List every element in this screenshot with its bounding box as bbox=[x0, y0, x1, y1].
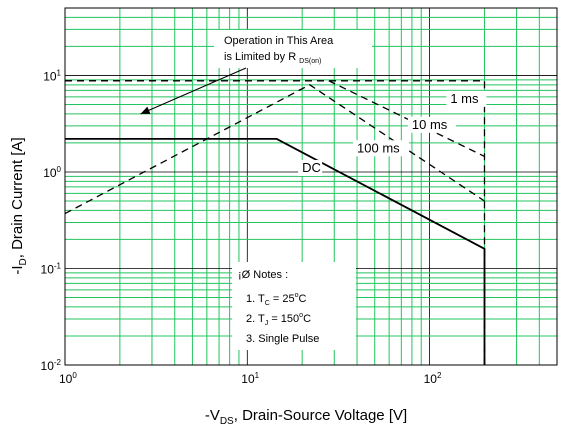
annotation-box bbox=[214, 30, 372, 68]
rdson-annotation: Operation in This Area is Limited by R DS… bbox=[140, 30, 372, 115]
x-tick-label: 102 bbox=[424, 371, 442, 386]
curve-label-background bbox=[407, 116, 456, 133]
annotation-line-1: Operation in This Area bbox=[224, 35, 334, 47]
note-item: 2. TJ = 150oC bbox=[246, 312, 311, 327]
y-tick-label: 100 bbox=[43, 165, 61, 180]
notes-background bbox=[232, 262, 356, 350]
y-tick-label: 10-2 bbox=[41, 358, 62, 373]
soa-curve-10-ms bbox=[328, 80, 485, 157]
curve-label-1-ms: 1 ms bbox=[450, 91, 479, 106]
soa-curve-dc bbox=[65, 137, 486, 365]
notes-title: ¡Ø Notes : bbox=[238, 269, 288, 281]
annotation-arrow bbox=[140, 67, 247, 115]
curve-label-dc: DC bbox=[302, 160, 321, 175]
x-tick-label: 101 bbox=[241, 371, 259, 386]
annotation-line-2: is Limited by R DS(on) bbox=[224, 51, 321, 65]
tick-layer: 100 101 102 10-2 10-1 100 101 bbox=[41, 68, 442, 386]
x-tick-label: 100 bbox=[59, 371, 77, 386]
curve-label-background bbox=[353, 140, 410, 157]
series-layer bbox=[64, 80, 486, 365]
notes-box: ¡Ø Notes : 1. TC = 25oC 2. TJ = 150oC 3. S… bbox=[232, 262, 356, 350]
notes-list: 1. TC = 25oC 2. TJ = 150oC 3. Single Pulse bbox=[246, 292, 319, 345]
note-item: 3. Single Pulse bbox=[246, 333, 319, 345]
y-axis-title: -ID, Drain Current [A] bbox=[9, 137, 29, 274]
x-axis-title: -VDS, Drain-Source Voltage [V] bbox=[205, 407, 407, 427]
plot-border bbox=[64, 7, 558, 366]
plot-frame bbox=[64, 7, 558, 366]
y-tick-label: 10-1 bbox=[41, 261, 62, 276]
curve-label-10-ms: 10 ms bbox=[412, 117, 448, 132]
curve-label-100-ms: 100 ms bbox=[357, 140, 400, 155]
y-tick-label: 101 bbox=[43, 68, 61, 83]
note-item: 1. TC = 25oC bbox=[246, 292, 307, 307]
soa-curve-100-ms bbox=[64, 84, 485, 215]
curve-label-background bbox=[446, 90, 487, 107]
curve-label-background bbox=[298, 159, 323, 176]
arrowhead-icon bbox=[140, 106, 151, 114]
